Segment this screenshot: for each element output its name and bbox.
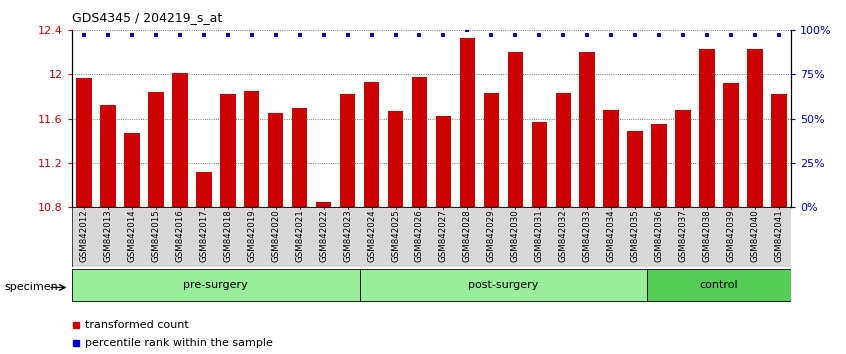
Text: GSM842022: GSM842022 xyxy=(319,209,328,262)
Text: GSM842021: GSM842021 xyxy=(295,209,304,262)
Text: GSM842029: GSM842029 xyxy=(487,209,496,262)
Text: GSM842039: GSM842039 xyxy=(727,209,735,262)
Bar xyxy=(723,83,739,207)
Bar xyxy=(100,105,116,207)
Text: GSM842036: GSM842036 xyxy=(655,209,663,262)
Bar xyxy=(628,131,643,207)
Bar xyxy=(76,78,91,207)
Text: GSM842037: GSM842037 xyxy=(678,209,688,262)
Text: GSM842019: GSM842019 xyxy=(247,209,256,262)
Bar xyxy=(316,201,332,207)
Text: GSM842028: GSM842028 xyxy=(463,209,472,262)
Text: percentile rank within the sample: percentile rank within the sample xyxy=(85,338,272,348)
Text: GSM842014: GSM842014 xyxy=(128,209,136,262)
Bar xyxy=(360,269,647,301)
Text: GSM842034: GSM842034 xyxy=(607,209,616,262)
Bar xyxy=(148,92,163,207)
Text: GSM842030: GSM842030 xyxy=(511,209,519,262)
Text: GSM842032: GSM842032 xyxy=(559,209,568,262)
Bar xyxy=(556,93,571,207)
Text: GSM842031: GSM842031 xyxy=(535,209,544,262)
Text: GSM842023: GSM842023 xyxy=(343,209,352,262)
Bar xyxy=(651,124,667,207)
Bar xyxy=(700,49,715,207)
Text: pre-surgery: pre-surgery xyxy=(184,280,248,290)
Text: GSM842018: GSM842018 xyxy=(223,209,232,262)
Text: GSM842017: GSM842017 xyxy=(200,209,208,262)
Bar xyxy=(484,93,499,207)
Text: GSM842025: GSM842025 xyxy=(391,209,400,262)
Text: transformed count: transformed count xyxy=(85,320,189,330)
Bar xyxy=(436,116,451,207)
Bar xyxy=(196,172,212,207)
Bar xyxy=(580,52,595,207)
Bar xyxy=(124,133,140,207)
Bar xyxy=(772,94,787,207)
Bar xyxy=(647,269,791,301)
Bar xyxy=(244,91,260,207)
Text: GSM842024: GSM842024 xyxy=(367,209,376,262)
Text: GSM842027: GSM842027 xyxy=(439,209,448,262)
Text: GSM842013: GSM842013 xyxy=(103,209,113,262)
Text: GSM842033: GSM842033 xyxy=(583,209,591,262)
Text: GSM842040: GSM842040 xyxy=(750,209,760,262)
Bar xyxy=(508,52,523,207)
Text: GDS4345 / 204219_s_at: GDS4345 / 204219_s_at xyxy=(72,11,222,24)
Bar xyxy=(172,73,188,207)
Text: GSM842041: GSM842041 xyxy=(775,209,783,262)
Text: post-surgery: post-surgery xyxy=(468,280,539,290)
Bar xyxy=(412,76,427,207)
Bar xyxy=(387,111,404,207)
Text: GSM842035: GSM842035 xyxy=(631,209,640,262)
Text: GSM842038: GSM842038 xyxy=(703,209,711,262)
Text: GSM842015: GSM842015 xyxy=(151,209,160,262)
Bar xyxy=(268,113,283,207)
Bar xyxy=(72,269,360,301)
Bar xyxy=(459,38,475,207)
Bar xyxy=(603,110,619,207)
Bar xyxy=(675,110,691,207)
Text: GSM842026: GSM842026 xyxy=(415,209,424,262)
Text: GSM842012: GSM842012 xyxy=(80,209,88,262)
Text: control: control xyxy=(700,280,739,290)
Bar xyxy=(220,94,235,207)
Bar xyxy=(531,122,547,207)
Text: specimen: specimen xyxy=(4,282,58,292)
Bar xyxy=(340,94,355,207)
Bar xyxy=(747,49,763,207)
Bar xyxy=(364,82,379,207)
Bar xyxy=(292,108,307,207)
Text: GSM842016: GSM842016 xyxy=(175,209,184,262)
Text: GSM842020: GSM842020 xyxy=(272,209,280,262)
